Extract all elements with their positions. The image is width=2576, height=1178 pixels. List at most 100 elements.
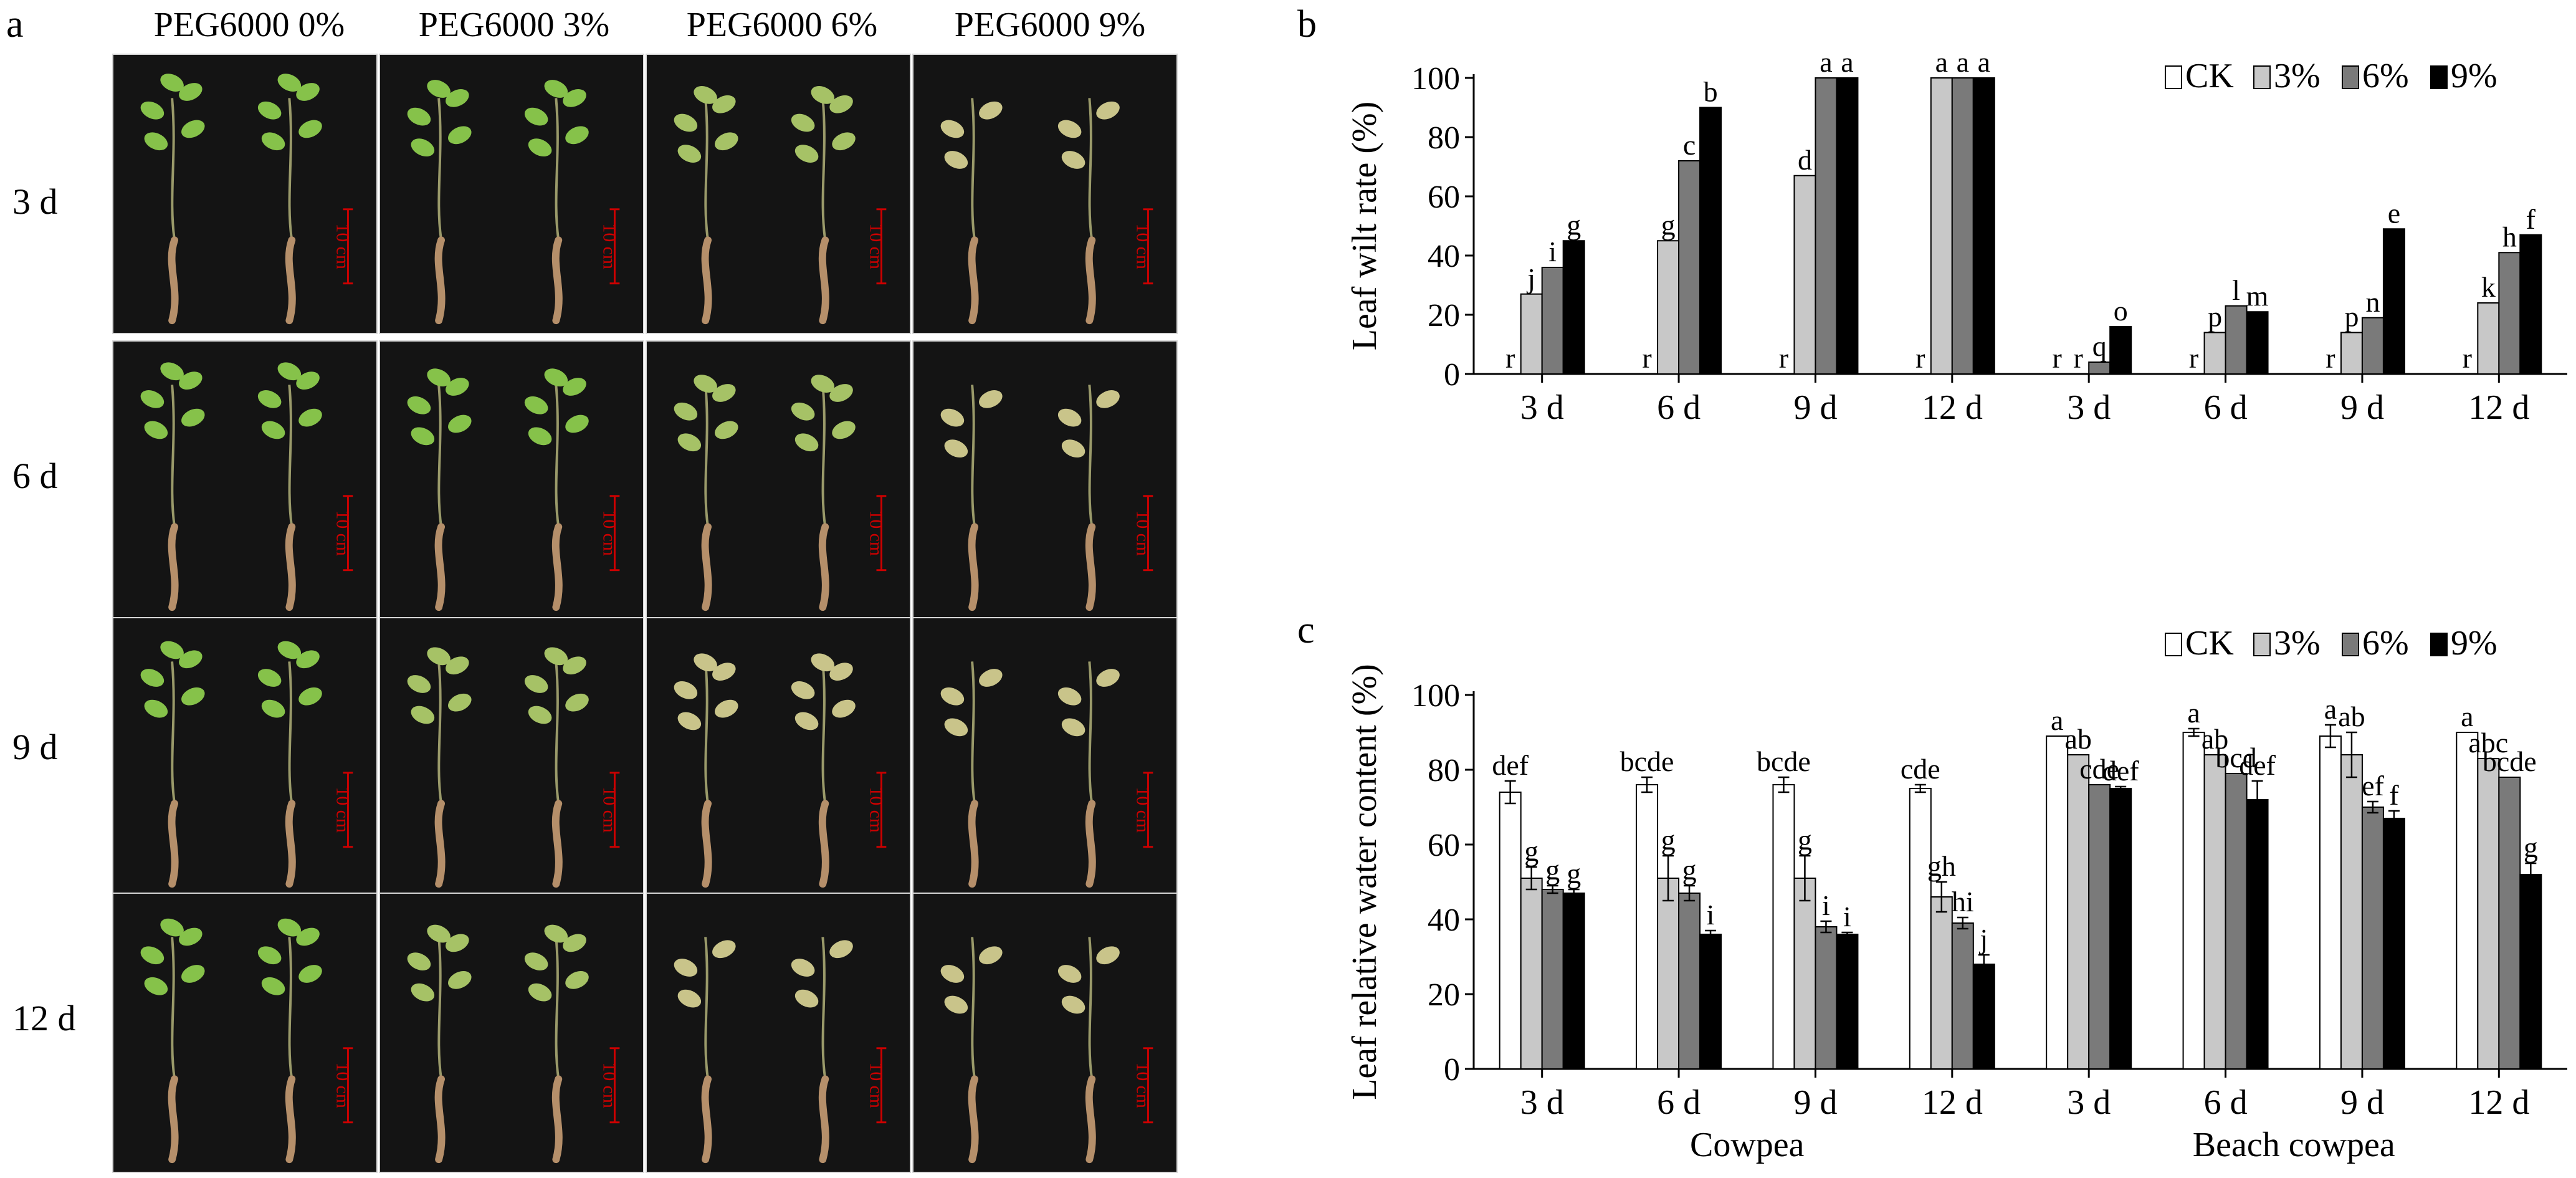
- legend-label: 6%: [2362, 624, 2409, 663]
- significance-label: r: [2074, 342, 2083, 374]
- plant-seedling: [791, 653, 856, 888]
- significance-label: g: [1524, 835, 1538, 867]
- bar-6%: [1678, 893, 1701, 1070]
- scale-bar-label: 10 cm: [866, 510, 886, 556]
- bar-3%: [2203, 332, 2226, 375]
- bar-3%: [2340, 754, 2363, 1070]
- significance-label: bcde: [1620, 745, 1674, 777]
- plant-photo-r2-c1: 10 cm: [379, 617, 644, 898]
- bar-6%: [2361, 807, 2384, 1070]
- plant-photo-r1-c1: 10 cm: [379, 340, 644, 621]
- plant-seedling: [940, 937, 1003, 1164]
- plant-photo-drawing: 10 cm: [140, 918, 353, 1164]
- legend-swatch: [2165, 633, 2182, 656]
- significance-label: r: [1915, 342, 1925, 374]
- plant-seedling: [791, 937, 853, 1164]
- plant-seedling: [791, 375, 856, 611]
- bar-3%: [1793, 878, 1816, 1070]
- legend-label: 3%: [2274, 624, 2321, 663]
- bar-6%: [2088, 784, 2111, 1070]
- significance-label: g: [1682, 854, 1697, 886]
- scale-bar-label: 10 cm: [1133, 510, 1153, 556]
- scale-bar-label: 10 cm: [1133, 224, 1153, 269]
- plant-seedling: [524, 924, 589, 1164]
- significance-label: g: [2524, 831, 2538, 863]
- column-header-3: PEG6000 9%: [954, 6, 1146, 44]
- y-tick-label: 60: [1428, 828, 1460, 863]
- plant-photo-drawing: 10 cm: [140, 641, 353, 888]
- plant-seedling: [140, 74, 205, 325]
- significance-label: r: [2053, 342, 2062, 374]
- plant-photo-r3-c0: 10 cm: [112, 893, 378, 1173]
- x-tick-label: 12 d: [2468, 1083, 2529, 1122]
- plant-seedling: [791, 86, 856, 325]
- significance-label: i: [1822, 889, 1830, 921]
- plant-photo-drawing: 10 cm: [674, 86, 887, 325]
- y-tick-label: 20: [1428, 298, 1460, 333]
- row-header-3: 12 d: [12, 998, 76, 1038]
- bar-6%: [1951, 77, 1974, 375]
- significance-label: c: [1683, 129, 1696, 161]
- plant-seedling: [674, 86, 738, 325]
- y-axis-label: Leaf wilt rate (%): [1345, 102, 1384, 351]
- scale-bar-label: 10 cm: [866, 1063, 886, 1108]
- row-header-0: 3 d: [12, 181, 58, 222]
- x-tick-label: 6 d: [1657, 1083, 1701, 1122]
- plant-photo-r3-c1: 10 cm: [379, 893, 644, 1173]
- significance-label: gh: [1927, 850, 1956, 882]
- plant-photo-r0-c3: 10 cm: [912, 54, 1178, 334]
- significance-label: a: [1957, 46, 1969, 78]
- significance-label: a: [1978, 46, 1990, 78]
- significance-label: g: [1567, 858, 1581, 889]
- scale-bar-label: 10 cm: [333, 1063, 353, 1108]
- significance-label: g: [1798, 824, 1812, 856]
- significance-label: h: [2502, 221, 2517, 252]
- legend-swatch: [2342, 65, 2359, 89]
- legend-label: 9%: [2451, 624, 2497, 663]
- bar-9%: [1836, 934, 1859, 1070]
- significance-label: k: [2481, 271, 2496, 303]
- panel-letter-c: c: [1297, 609, 1315, 651]
- plant-seedling: [1057, 385, 1120, 611]
- legend-label: CK: [2185, 57, 2234, 95]
- bar-6%: [2361, 317, 2384, 375]
- plant-seedling: [674, 937, 736, 1164]
- scale-bar-label: 10 cm: [599, 510, 619, 556]
- significance-label: g: [1661, 209, 1676, 241]
- plant-photo-drawing: 10 cm: [940, 937, 1153, 1164]
- bar-9%: [2519, 234, 2542, 375]
- x-tick-label: 12 d: [1922, 388, 1983, 427]
- bar-6%: [1678, 160, 1701, 375]
- plant-seedling: [524, 368, 589, 611]
- bar-CK: [1909, 788, 1932, 1070]
- scale-bar-label: 10 cm: [333, 787, 353, 833]
- plant-seedling: [140, 641, 205, 888]
- legend-swatch: [2342, 633, 2359, 656]
- significance-label: b: [1704, 76, 1718, 108]
- significance-label: e: [2388, 197, 2400, 229]
- legend-swatch: [2430, 65, 2448, 89]
- plant-photo-r1-c0: 10 cm: [112, 340, 378, 621]
- plant-seedling: [257, 918, 322, 1164]
- group-label: Beach cowpea: [2193, 1126, 2395, 1164]
- bar-3%: [1930, 77, 1953, 375]
- x-tick-label: 3 d: [2067, 1083, 2111, 1122]
- plant-photo-r3-c3: 10 cm: [912, 893, 1178, 1173]
- bar-3%: [1520, 293, 1543, 375]
- x-tick-label: 6 d: [2204, 388, 2248, 427]
- bar-9%: [1699, 934, 1722, 1070]
- bar-CK: [2046, 735, 2069, 1070]
- plant-seedling: [140, 918, 205, 1164]
- legend-label: 3%: [2274, 57, 2321, 95]
- significance-label: r: [2463, 342, 2472, 374]
- significance-label: bcde: [2483, 745, 2537, 777]
- x-tick-label: 12 d: [1922, 1083, 1983, 1122]
- significance-label: r: [1779, 342, 1788, 374]
- plant-seedling: [407, 647, 472, 888]
- scale-bar-label: 10 cm: [866, 787, 886, 833]
- plant-seedling: [524, 647, 589, 888]
- plant-seedling: [1057, 937, 1120, 1164]
- significance-label: bcd: [2215, 742, 2256, 773]
- bar-9%: [2382, 818, 2405, 1070]
- significance-label: cde: [1901, 753, 1940, 785]
